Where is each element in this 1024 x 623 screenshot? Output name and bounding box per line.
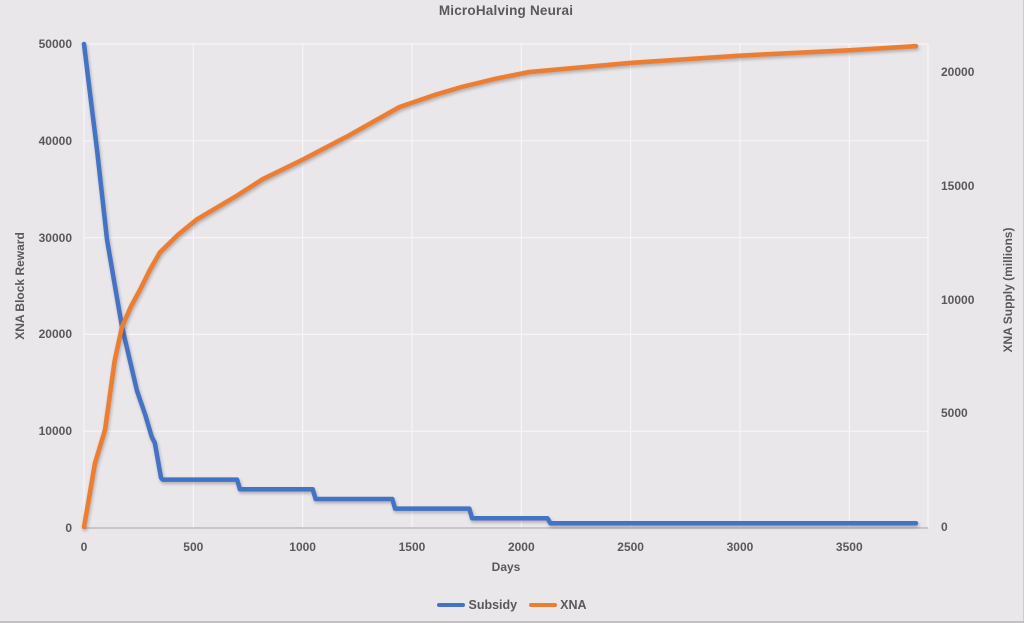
series-line-subsidy <box>81 41 919 526</box>
left-y-tick-label: 0 <box>65 521 72 535</box>
x-tick-label: 1000 <box>289 540 316 554</box>
left-y-tick-label: 10000 <box>38 424 72 439</box>
x-axis-title: Days <box>491 560 521 574</box>
right-y-tick-label: 15000 <box>941 178 975 193</box>
right-y-tick-label: 10000 <box>941 292 975 307</box>
legend-swatch-subsidy <box>437 603 466 607</box>
legend-item-subsidy: Subsidy <box>437 598 517 612</box>
left-y-tick-label: 20000 <box>38 327 72 342</box>
x-tick-label: 1500 <box>398 540 426 554</box>
series-line-xna <box>81 43 919 530</box>
x-tick-label: 2500 <box>617 540 644 554</box>
x-tick-label: 3500 <box>835 540 863 554</box>
left-axis-title: XNA Block Reward <box>13 232 27 340</box>
left-y-tick-label: 50000 <box>38 37 72 51</box>
legend-label-subsidy: Subsidy <box>468 598 518 612</box>
legend-item-xna: XNA <box>529 598 587 612</box>
left-y-tick-label: 30000 <box>38 230 72 245</box>
x-tick-label: 3000 <box>726 540 754 554</box>
right-y-tick-label: 0 <box>941 520 948 534</box>
chart-title: MicroHalving Neurai <box>438 3 574 18</box>
right-y-tick-label: 20000 <box>941 65 975 79</box>
right-y-tick-label: 5000 <box>941 406 968 421</box>
legend-label-xna: XNA <box>560 598 587 612</box>
right-axis-title: XNA Supply (millions) <box>1001 227 1015 353</box>
x-tick-label: 2000 <box>507 540 535 554</box>
x-tick-label: 500 <box>183 540 204 554</box>
left-y-tick-label: 40000 <box>38 133 72 148</box>
x-tick-label: 0 <box>80 540 88 554</box>
legend: Subsidy XNA <box>0 598 1024 612</box>
legend-swatch-xna <box>529 603 558 607</box>
